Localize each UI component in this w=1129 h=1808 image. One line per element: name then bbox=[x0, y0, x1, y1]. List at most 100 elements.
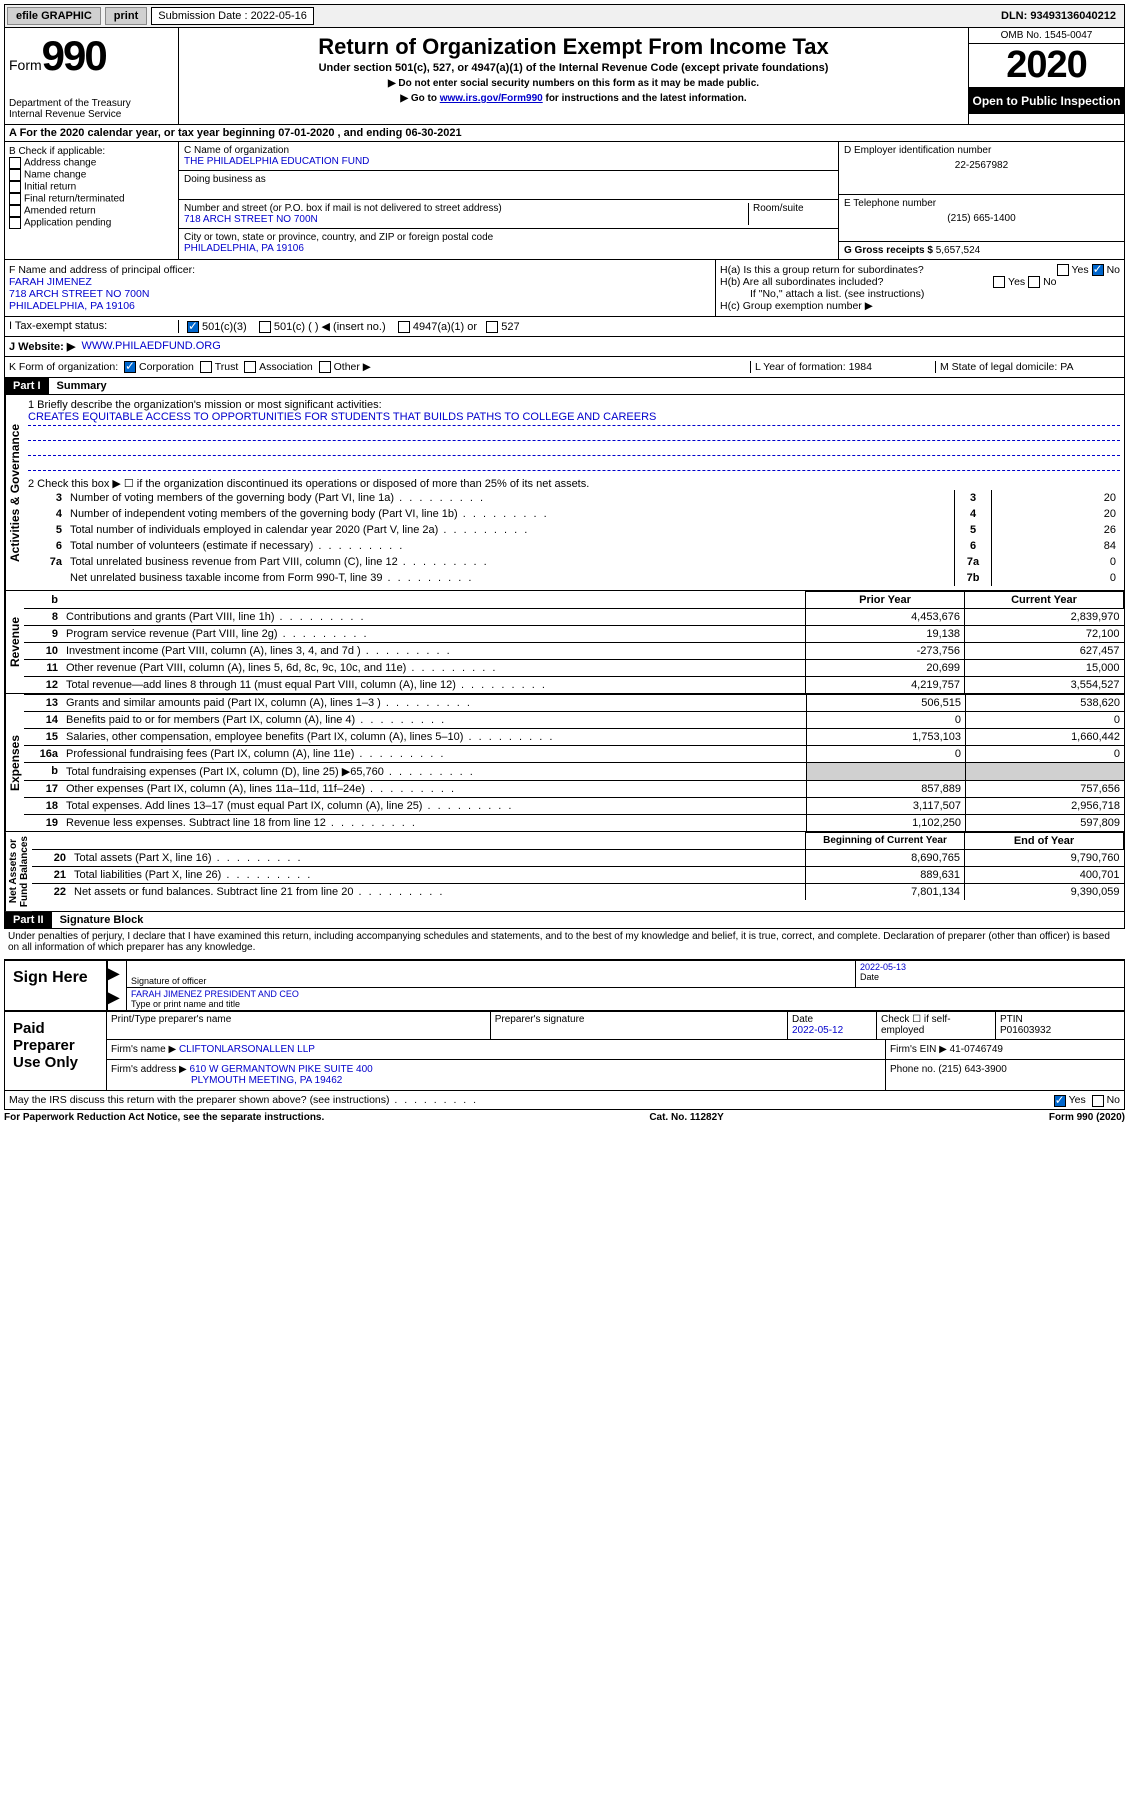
checkbox-initial-return[interactable] bbox=[9, 181, 21, 193]
form-number: 990 bbox=[42, 32, 106, 79]
org-name-label: C Name of organization bbox=[184, 145, 833, 156]
room-label: Room/suite bbox=[748, 203, 833, 225]
expenses-section: Expenses 13Grants and similar amounts pa… bbox=[4, 694, 1125, 832]
hb-no[interactable] bbox=[1028, 276, 1040, 288]
city-label: City or town, state or province, country… bbox=[184, 232, 833, 243]
part-ii-label: Part II bbox=[5, 912, 52, 928]
row-a-tax-year: A For the 2020 calendar year, or tax yea… bbox=[4, 125, 1125, 142]
print-button[interactable]: print bbox=[105, 7, 147, 25]
netassets-table: Beginning of Current Year End of Year 20… bbox=[32, 832, 1124, 900]
footer-mid: Cat. No. 11282Y bbox=[649, 1112, 723, 1123]
cb-501c3[interactable] bbox=[187, 321, 199, 333]
part-ii-header: Part II Signature Block bbox=[4, 912, 1125, 929]
checkbox-app-pending[interactable] bbox=[9, 217, 21, 229]
discuss-yes[interactable] bbox=[1054, 1095, 1066, 1107]
discuss-row: May the IRS discuss this return with the… bbox=[4, 1091, 1125, 1110]
ein-label: D Employer identification number bbox=[844, 145, 1119, 156]
section-bcdeg: B Check if applicable: Address change Na… bbox=[4, 142, 1125, 260]
cb-assoc[interactable] bbox=[244, 361, 256, 373]
header-mid: Return of Organization Exempt From Incom… bbox=[179, 28, 968, 124]
arrow-icon: ▶ bbox=[106, 987, 120, 1008]
hb-yes[interactable] bbox=[993, 276, 1005, 288]
discuss-no[interactable] bbox=[1092, 1095, 1104, 1107]
cb-527[interactable] bbox=[486, 321, 498, 333]
prior-year-hdr: Prior Year bbox=[806, 592, 965, 609]
header-right: OMB No. 1545-0047 2020 Open to Public In… bbox=[968, 28, 1124, 124]
firm-addr2: PLYMOUTH MEETING, PA 19462 bbox=[111, 1075, 881, 1086]
dba-label: Doing business as bbox=[184, 174, 833, 185]
footer-left: For Paperwork Reduction Act Notice, see … bbox=[4, 1112, 324, 1123]
box-b-label: B Check if applicable: bbox=[9, 146, 174, 157]
form-word: Form bbox=[9, 57, 42, 73]
form-title: Return of Organization Exempt From Incom… bbox=[183, 34, 964, 60]
box-b: B Check if applicable: Address change Na… bbox=[5, 142, 179, 259]
form990-link[interactable]: www.irs.gov/Form990 bbox=[440, 93, 543, 104]
firm-phone: (215) 643-3900 bbox=[938, 1064, 1006, 1075]
k-label: K Form of organization: bbox=[9, 361, 118, 373]
omb-number: OMB No. 1545-0047 bbox=[969, 28, 1124, 44]
website-value: WWW.PHILAEDFUND.ORG bbox=[81, 340, 220, 353]
firm-ein: 41-0746749 bbox=[950, 1044, 1003, 1055]
ptin-value: P01603932 bbox=[1000, 1025, 1051, 1036]
firm-name: CLIFTONLARSONALLEN LLP bbox=[179, 1044, 315, 1055]
q1-label: 1 Briefly describe the organization's mi… bbox=[28, 399, 1120, 411]
side-revenue: Revenue bbox=[5, 591, 24, 693]
summary-label: Summary bbox=[49, 378, 115, 394]
gross-value: 5,657,524 bbox=[936, 245, 981, 256]
open-public-label: Open to Public Inspection bbox=[969, 88, 1124, 114]
b-label: b bbox=[24, 592, 62, 609]
cb-501c[interactable] bbox=[259, 321, 271, 333]
end-year-hdr: End of Year bbox=[965, 833, 1124, 850]
checkbox-final-return[interactable] bbox=[9, 193, 21, 205]
dln-label: DLN: 93493136040212 bbox=[1001, 10, 1122, 22]
ein-value: 22-2567982 bbox=[844, 160, 1119, 171]
ha-no[interactable] bbox=[1092, 264, 1104, 276]
prep-sig-hdr: Preparer's signature bbox=[491, 1012, 788, 1039]
side-expenses: Expenses bbox=[5, 694, 24, 831]
print-name-label: Type or print name and title bbox=[131, 999, 1120, 1009]
officer-label: F Name and address of principal officer: bbox=[9, 264, 711, 276]
expenses-table: 13Grants and similar amounts paid (Part … bbox=[24, 694, 1124, 831]
l-year: L Year of formation: 1984 bbox=[750, 361, 935, 373]
box-f: F Name and address of principal officer:… bbox=[5, 260, 715, 316]
checkbox-name-change[interactable] bbox=[9, 169, 21, 181]
top-bar: efile GRAPHIC print Submission Date : 20… bbox=[4, 4, 1125, 28]
q2-text: 2 Check this box ▶ ☐ if the organization… bbox=[28, 477, 1120, 490]
gross-label: G Gross receipts $ bbox=[844, 245, 933, 256]
row-i: I Tax-exempt status: 501(c)(3) 501(c) ( … bbox=[4, 317, 1125, 337]
irs-label: Internal Revenue Service bbox=[9, 109, 174, 120]
submission-date: Submission Date : 2022-05-16 bbox=[151, 7, 314, 25]
ha-yes[interactable] bbox=[1057, 264, 1069, 276]
side-netassets: Net Assets orFund Balances bbox=[5, 832, 32, 911]
sign-here-section: Sign Here ▶ ▶ Signature of officer 2022-… bbox=[4, 959, 1125, 1011]
revenue-section: Revenue b Prior Year Current Year 8Contr… bbox=[4, 591, 1125, 694]
officer-addr1: 718 ARCH STREET NO 700N bbox=[9, 288, 711, 300]
current-year-hdr: Current Year bbox=[965, 592, 1124, 609]
header-left: Form990 Department of the Treasury Inter… bbox=[5, 28, 179, 124]
begin-year-hdr: Beginning of Current Year bbox=[806, 833, 965, 850]
row-klm: K Form of organization: Corporation Trus… bbox=[4, 357, 1125, 378]
website-label: J Website: ▶ bbox=[9, 340, 75, 353]
subtitle-1: Under section 501(c), 527, or 4947(a)(1)… bbox=[183, 62, 964, 74]
paid-preparer-label: Paid Preparer Use Only bbox=[5, 1012, 106, 1090]
sign-date: 2022-05-13 bbox=[860, 962, 1120, 972]
box-c: C Name of organization THE PHILADELPHIA … bbox=[179, 142, 838, 259]
cb-4947[interactable] bbox=[398, 321, 410, 333]
cb-trust[interactable] bbox=[200, 361, 212, 373]
side-gov: Activities & Governance bbox=[5, 395, 24, 590]
box-deg: D Employer identification number 22-2567… bbox=[838, 142, 1124, 259]
tax-status-label: I Tax-exempt status: bbox=[9, 320, 179, 333]
dept-label: Department of the Treasury bbox=[9, 98, 174, 109]
officer-addr2: PHILADELPHIA, PA 19106 bbox=[9, 300, 711, 312]
date-label: Date bbox=[860, 972, 1120, 982]
footer: For Paperwork Reduction Act Notice, see … bbox=[4, 1110, 1125, 1125]
prep-date: 2022-05-12 bbox=[792, 1025, 843, 1036]
subtitle-3: ▶ Go to www.irs.gov/Form990 for instruct… bbox=[183, 93, 964, 104]
checkbox-address-change[interactable] bbox=[9, 157, 21, 169]
street-address: 718 ARCH STREET NO 700N bbox=[184, 214, 748, 225]
subtitle-2: ▶ Do not enter social security numbers o… bbox=[183, 78, 964, 89]
checkbox-amended[interactable] bbox=[9, 205, 21, 217]
cb-corp[interactable] bbox=[124, 361, 136, 373]
cb-other[interactable] bbox=[319, 361, 331, 373]
box-h: H(a) Is this a group return for subordin… bbox=[715, 260, 1124, 316]
